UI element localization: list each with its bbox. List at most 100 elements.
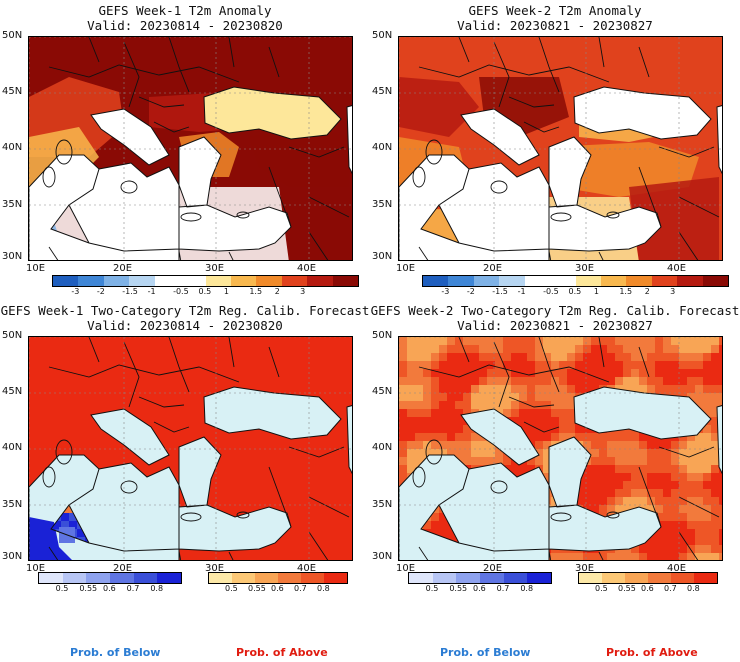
prob-cell bbox=[647, 377, 655, 385]
colorbar-tick-label: 0.7 bbox=[126, 584, 140, 593]
panel-valid-dates: Valid: 20230814 - 20230820 bbox=[87, 18, 283, 33]
prob-cell bbox=[495, 449, 503, 457]
anomaly-region bbox=[399, 77, 479, 137]
prob-cell bbox=[455, 441, 463, 449]
prob-cell bbox=[407, 345, 415, 353]
prob-cell bbox=[479, 385, 487, 393]
prob-cell bbox=[607, 345, 615, 353]
prob-cell bbox=[407, 353, 415, 361]
lat-tick-label: 45N bbox=[372, 386, 393, 397]
prob-cell bbox=[543, 345, 551, 353]
prob-cell bbox=[623, 353, 631, 361]
prob-cell bbox=[551, 385, 559, 393]
colorbar-tick-label: 0.7 bbox=[496, 584, 510, 593]
prob-cell bbox=[631, 369, 639, 377]
prob-cell bbox=[567, 433, 575, 441]
prob-cell bbox=[695, 385, 703, 393]
prob-cell bbox=[655, 505, 663, 513]
prob-cell bbox=[703, 337, 711, 345]
lat-tick-label: 30N bbox=[372, 251, 393, 262]
prob-cell bbox=[695, 433, 703, 441]
lat-tick-label: 45N bbox=[2, 86, 23, 97]
prob-cell bbox=[679, 345, 687, 353]
colorbar-swatch bbox=[209, 573, 232, 583]
prob-cell bbox=[511, 337, 519, 345]
prob-cell bbox=[663, 449, 671, 457]
lon-tick-label: 20E bbox=[483, 263, 503, 274]
prob-cell bbox=[631, 473, 639, 481]
prob-cell bbox=[663, 337, 671, 345]
prob-cell bbox=[431, 361, 439, 369]
prob-cell bbox=[567, 417, 575, 425]
prob-cell bbox=[559, 401, 567, 409]
prob-cell bbox=[567, 337, 575, 345]
prob-cell bbox=[407, 337, 415, 345]
colorbar-tick-label: 0.6 bbox=[641, 584, 654, 593]
prob-cell bbox=[695, 489, 703, 497]
prob-cell bbox=[543, 369, 551, 377]
prob-cell bbox=[695, 529, 703, 537]
prob-cell bbox=[399, 377, 407, 385]
prob-cell bbox=[495, 393, 503, 401]
prob-cell bbox=[495, 369, 503, 377]
prob-cell bbox=[415, 393, 423, 401]
colorbar-swatch bbox=[527, 573, 552, 583]
prob-cell bbox=[431, 337, 439, 345]
prob-cell bbox=[695, 521, 703, 529]
prob-cell bbox=[471, 433, 479, 441]
prob-cell bbox=[471, 401, 479, 409]
prob-cell bbox=[647, 385, 655, 393]
prob-cell bbox=[399, 393, 407, 401]
prob-cell bbox=[599, 505, 607, 513]
colorbar-swatch bbox=[157, 573, 182, 583]
prob-cell bbox=[399, 337, 407, 345]
prob-cell bbox=[631, 545, 639, 553]
colorbar-tick-label: 0.6 bbox=[103, 584, 116, 593]
prob-cell bbox=[543, 441, 551, 449]
prob-cell bbox=[631, 441, 639, 449]
map-week2-anomaly bbox=[398, 36, 723, 261]
prob-cell bbox=[687, 377, 695, 385]
colorbar-tick-label: 0.7 bbox=[664, 584, 677, 593]
prob-cell bbox=[679, 457, 687, 465]
colorbar-tick-label: 0.6 bbox=[473, 584, 486, 593]
prob-cell bbox=[535, 353, 543, 361]
prob-cell bbox=[695, 473, 703, 481]
prob-cell bbox=[671, 353, 679, 361]
lat-tick-label: 40N bbox=[2, 142, 23, 153]
prob-cell bbox=[703, 489, 711, 497]
colorbar-tick-label: 0.8 bbox=[150, 584, 164, 593]
prob-cell bbox=[655, 457, 663, 465]
prob-cell bbox=[679, 513, 687, 521]
prob-cell bbox=[623, 377, 631, 385]
colorbar-swatch bbox=[579, 573, 602, 583]
prob-cell bbox=[623, 497, 631, 505]
prob-cell bbox=[463, 401, 471, 409]
prob-cell bbox=[695, 481, 703, 489]
lon-tick-label: 40E bbox=[667, 563, 687, 574]
prob-cell bbox=[575, 553, 583, 560]
prob-cell bbox=[463, 337, 471, 345]
colorbar-tick-label: -1.5 bbox=[492, 287, 508, 296]
prob-cell bbox=[719, 513, 722, 521]
black-sea bbox=[574, 87, 711, 139]
prob-cell bbox=[695, 513, 703, 521]
prob-cell bbox=[479, 345, 487, 353]
prob-cell bbox=[439, 345, 447, 353]
colorbar-tick-label: 1.5 bbox=[249, 287, 263, 296]
prob-cell bbox=[679, 385, 687, 393]
prob-cell bbox=[559, 377, 567, 385]
black-sea bbox=[204, 87, 341, 139]
prob-cell bbox=[399, 441, 407, 449]
prob-cell bbox=[655, 353, 663, 361]
colorbar-tick-label: 1 bbox=[593, 287, 599, 296]
prob-cell bbox=[655, 337, 663, 345]
prob-cell bbox=[559, 385, 567, 393]
prob-cell bbox=[663, 497, 671, 505]
prob-cell bbox=[423, 409, 431, 417]
colorbar-swatch bbox=[677, 276, 703, 286]
prob-cell bbox=[423, 521, 431, 529]
prob-cell bbox=[719, 521, 722, 529]
prob-cell bbox=[559, 409, 567, 417]
prob-cell bbox=[711, 465, 719, 473]
